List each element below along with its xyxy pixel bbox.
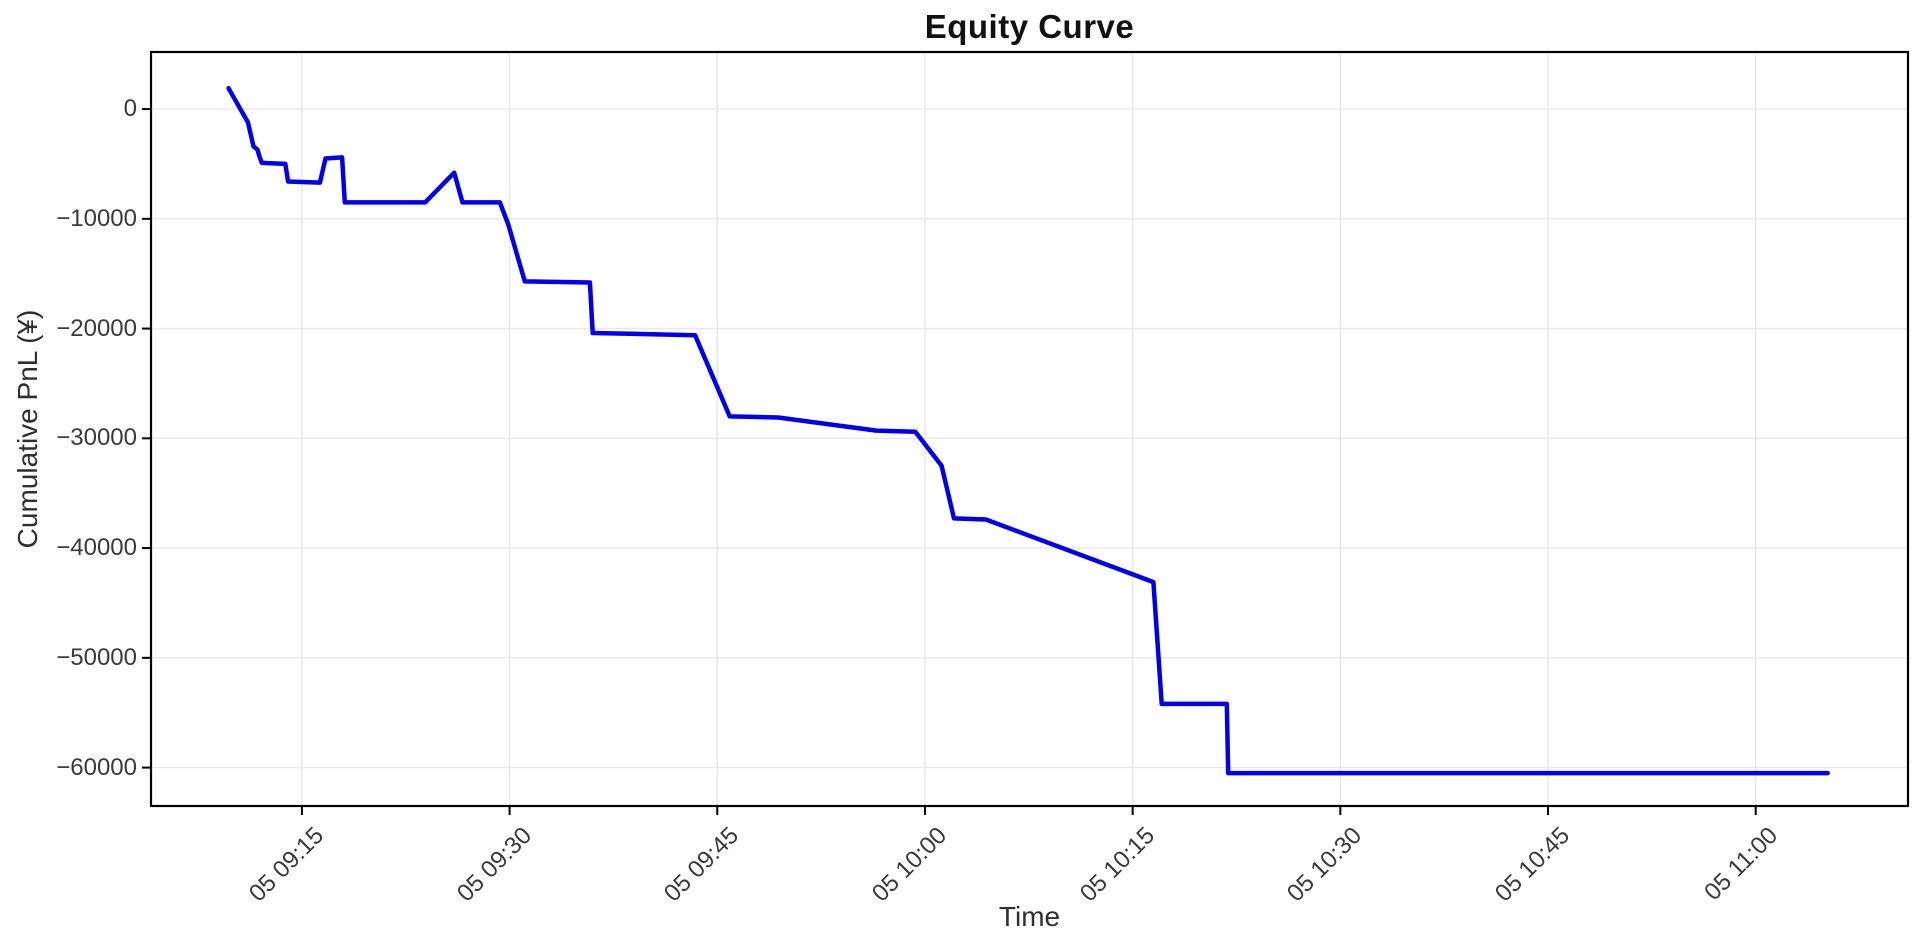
- chart-title: Equity Curve: [151, 8, 1908, 46]
- y-tick-label: −40000: [56, 534, 137, 562]
- axes-spines: [149, 50, 1910, 808]
- y-tick-label: 0: [123, 95, 137, 123]
- y-tick-label: −50000: [56, 643, 137, 671]
- chart-title-text: Equity Curve: [924, 8, 1135, 45]
- x-axis-label: Time: [998, 901, 1061, 932]
- equity-curve-line: [226, 85, 1830, 776]
- y-tick-label: −30000: [56, 424, 137, 452]
- y-tick-label: −20000: [56, 314, 137, 342]
- y-tick-label: −10000: [56, 204, 137, 232]
- y-tick-label: −60000: [56, 753, 137, 781]
